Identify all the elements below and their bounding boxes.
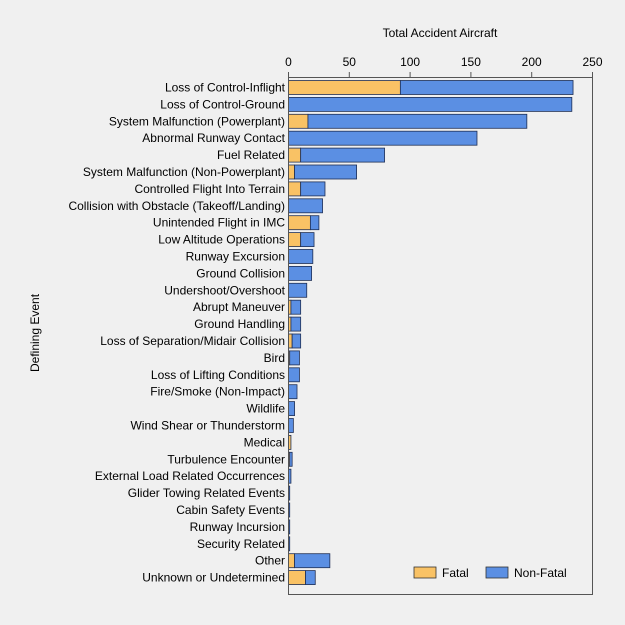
bar-non-fatal-loss-of-control-ground [288, 97, 573, 112]
category-label: Glider Towing Related Events [128, 486, 285, 500]
category-label: Cabin Safety Events [176, 503, 285, 517]
bar-non-fatal-unknown-or-undetermined [305, 570, 316, 585]
bar-non-fatal-runway-excursion [288, 249, 314, 264]
category-label: Runway Excursion [186, 250, 285, 264]
category-label: Abnormal Runway Contact [142, 131, 285, 145]
bar-fatal-fuel-related [288, 147, 302, 163]
category-label: Wildlife [246, 402, 285, 416]
x-tick-label: 0 [285, 55, 292, 69]
bar-non-fatal-loss-of-lifting-conditions [288, 367, 300, 383]
category-label: Controlled Flight Into Terrain [134, 182, 285, 196]
category-label: Security Related [197, 537, 285, 551]
x-tick-label: 250 [582, 55, 602, 69]
bar-non-fatal-fire-smoke-non-impact [288, 384, 298, 400]
legend-swatch-fatal [413, 566, 437, 579]
bar-non-fatal-undershoot-overshoot [288, 282, 308, 298]
bar-fatal-loss-of-control-inflight [288, 80, 401, 95]
category-label: Medical [244, 435, 285, 449]
category-label: External Load Related Occurrences [95, 469, 285, 483]
plot-frame [288, 77, 593, 595]
category-label: Low Altitude Operations [158, 233, 285, 247]
bar-non-fatal-abnormal-runway-contact [288, 130, 478, 146]
category-label: Other [255, 554, 285, 568]
category-label: Ground Collision [196, 266, 285, 280]
x-tick-label: 150 [461, 55, 481, 69]
bar-non-fatal-fuel-related [300, 147, 385, 163]
category-label: Fire/Smoke (Non-Impact) [150, 385, 285, 399]
bar-fatal-system-malfunction-powerplant [288, 113, 309, 129]
x-tick-label: 50 [343, 55, 357, 69]
bar-non-fatal-ground-handling [290, 316, 302, 332]
category-label: Bird [264, 351, 285, 365]
legend-label-non-fatal: Non-Fatal [514, 566, 567, 580]
bar-non-fatal-loss-of-control-inflight [399, 80, 574, 95]
bar-non-fatal-loss-of-separation-midair-collision [291, 333, 302, 349]
category-label: System Malfunction (Non-Powerplant) [83, 165, 285, 179]
legend-label-fatal: Fatal [442, 566, 469, 580]
x-axis: 0 50 100 150 200 250 [285, 55, 603, 78]
category-label: Loss of Control-Inflight [165, 81, 286, 95]
category-label: Runway Incursion [190, 520, 285, 534]
category-label: Abrupt Maneuver [193, 300, 285, 314]
bar-fatal-other [288, 553, 295, 569]
bar-non-fatal-system-malfunction-powerplant [307, 113, 528, 129]
bar-non-fatal-bird [289, 350, 300, 366]
category-label: Loss of Separation/Midair Collision [100, 334, 285, 348]
bar-non-fatal-wildlife [288, 401, 295, 417]
category-label: Collision with Obstacle (Takeoff/Landing… [68, 199, 285, 213]
bars-group [288, 80, 574, 585]
category-label: Unknown or Undetermined [142, 571, 285, 585]
x-tick-label: 200 [522, 55, 542, 69]
bar-non-fatal-collision-with-obstacle-takeoff-landing [288, 198, 323, 214]
bar-non-fatal-unintended-flight-in-imc [309, 215, 320, 231]
bar-fatal-unknown-or-undetermined [288, 570, 306, 585]
legend: Fatal Non-Fatal [413, 566, 567, 580]
bar-fatal-controlled-flight-into-terrain [288, 181, 302, 197]
bar-non-fatal-other [294, 553, 331, 569]
bar-non-fatal-system-malfunction-non-powerplant [294, 164, 357, 180]
bar-fatal-unintended-flight-in-imc [288, 215, 311, 231]
category-label: Loss of Lifting Conditions [151, 368, 285, 382]
category-label: Fuel Related [217, 148, 285, 162]
bar-non-fatal-turbulence-encounter [289, 451, 293, 467]
bar-fatal-low-altitude-operations [288, 232, 302, 248]
bar-fatal-loss-of-separation-midair-collision [288, 333, 293, 349]
y-axis-title: Defining Event [28, 293, 42, 372]
category-label: Loss of Control-Ground [160, 97, 285, 111]
x-tick-label: 100 [400, 55, 420, 69]
category-label: Turbulence Encounter [167, 452, 285, 466]
x-axis-title: Total Accident Aircraft [383, 26, 498, 40]
category-label: Undershoot/Overshoot [164, 283, 285, 297]
category-label: System Malfunction (Powerplant) [109, 114, 285, 128]
bar-non-fatal-low-altitude-operations [300, 232, 315, 248]
bar-non-fatal-ground-collision [288, 265, 313, 281]
bar-fatal-system-malfunction-non-powerplant [288, 164, 295, 180]
legend-swatch-non-fatal [485, 566, 509, 579]
bar-non-fatal-wind-shear-or-thunderstorm [288, 418, 294, 433]
bar-non-fatal-controlled-flight-into-terrain [300, 181, 326, 197]
category-label: Wind Shear or Thunderstorm [130, 419, 285, 433]
bar-non-fatal-abrupt-maneuver [290, 299, 302, 315]
category-labels: Loss of Control-Inflight Loss of Control-… [68, 81, 285, 585]
category-label: Unintended Flight in IMC [153, 216, 285, 230]
category-label: Ground Handling [194, 317, 285, 331]
